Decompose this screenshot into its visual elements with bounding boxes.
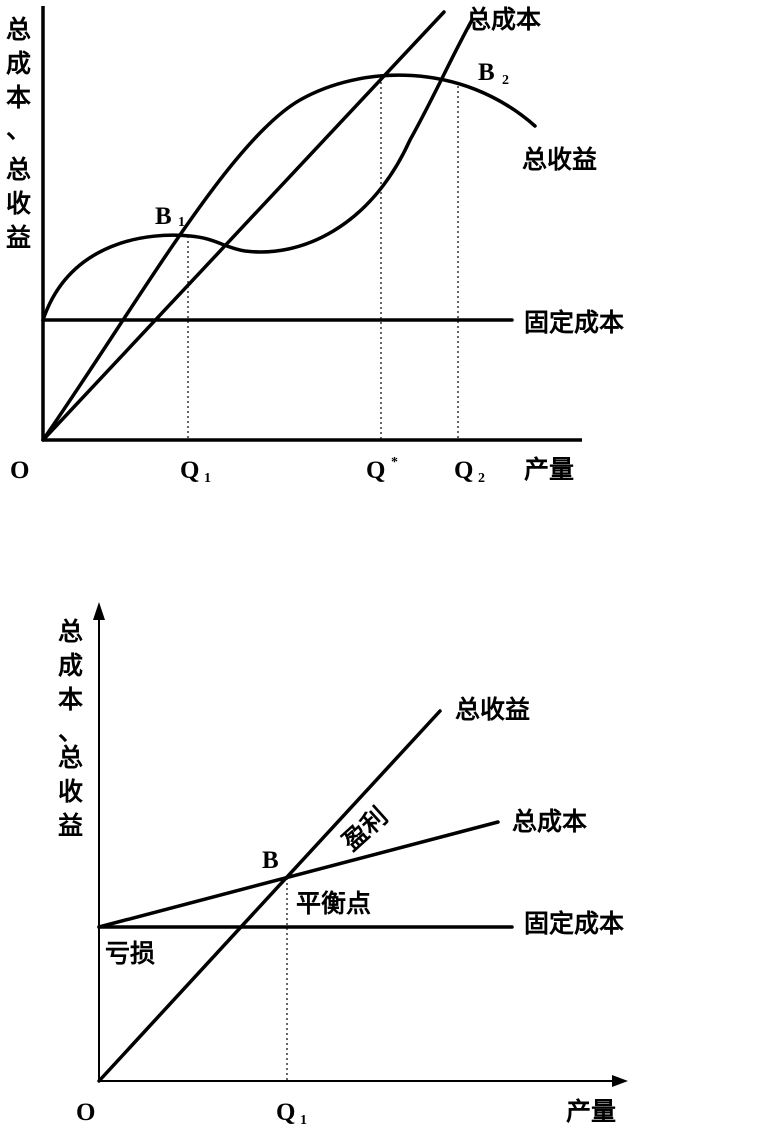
- d2-y-label-char-0: 总: [58, 617, 83, 646]
- d1-b2-sub: 2: [502, 73, 509, 88]
- d1-y-label-char-6: 益: [6, 223, 31, 252]
- d2-y-label-char-3: 、: [58, 717, 83, 746]
- d1-total-cost-label: 总成本: [466, 5, 541, 34]
- d2-y-label-char-5: 收: [58, 777, 83, 806]
- d1-y-label-char-2: 本: [6, 83, 31, 112]
- d2-total-cost-line: [97, 820, 500, 929]
- d1-q1-label: Q: [180, 457, 199, 484]
- d1-y-label-char-5: 收: [6, 189, 31, 218]
- d2-total-revenue-line: [97, 709, 442, 1083]
- d2-y-label-char-1: 成: [58, 651, 83, 680]
- d1-y-label-char-4: 总: [6, 155, 31, 184]
- diagram-linear-break-even: 总 成 本 、 总 收 益 B 平衡点 亏损 盈利 总收益 总成本 固定成本 O…: [58, 602, 628, 1128]
- d2-profit-label: 盈利: [337, 801, 394, 856]
- d2-origin-label: O: [76, 1099, 95, 1126]
- d1-total-revenue-label: 总收益: [522, 145, 597, 174]
- d1-qstar-label: Q: [366, 457, 385, 484]
- d2-y-axis-arrow: [93, 602, 105, 620]
- d1-b1-sub: 1: [178, 215, 185, 230]
- d1-y-label-char-3: 、: [6, 115, 31, 144]
- d2-y-label-char-2: 本: [58, 685, 83, 714]
- d2-total-revenue-label: 总收益: [455, 695, 530, 724]
- d2-y-label-char-4: 总: [58, 743, 83, 772]
- d2-loss-label: 亏损: [105, 939, 155, 968]
- d2-q1-sub: 1: [300, 1113, 307, 1128]
- d2-x-axis-label: 产量: [566, 1097, 616, 1126]
- d1-straight-line: [41, 10, 446, 442]
- d2-b-label: B: [262, 847, 279, 874]
- d1-total-cost-curve: [41, 18, 474, 322]
- d1-total-revenue-curve: [41, 73, 537, 442]
- d2-x-axis-arrow: [612, 1075, 628, 1087]
- diagram-nonlinear: 总 成 本 、 总 收 益 B 1 B 2 总成本 总收益 固定成本 O Q: [6, 5, 624, 486]
- d2-y-label-char-6: 益: [58, 811, 83, 840]
- d1-fixed-cost-label: 固定成本: [524, 308, 624, 337]
- d2-total-cost-label: 总成本: [512, 807, 587, 836]
- d1-origin-label: O: [10, 457, 29, 484]
- d1-b2-label: B: [478, 59, 495, 86]
- d1-y-label-char-0: 总: [6, 15, 31, 44]
- d1-qstar-sup: *: [391, 455, 398, 470]
- d2-fixed-cost-label: 固定成本: [524, 909, 624, 938]
- d1-q2-label: Q: [454, 457, 473, 484]
- d2-q1-label: Q: [276, 1099, 295, 1126]
- d1-q1-sub: 1: [204, 471, 211, 486]
- d2-break-even-label: 平衡点: [296, 889, 371, 918]
- d1-b1-label: B: [155, 203, 172, 230]
- d1-x-axis-label: 产量: [524, 455, 574, 484]
- d1-y-label-char-1: 成: [6, 49, 31, 78]
- d1-q2-sub: 2: [478, 471, 485, 486]
